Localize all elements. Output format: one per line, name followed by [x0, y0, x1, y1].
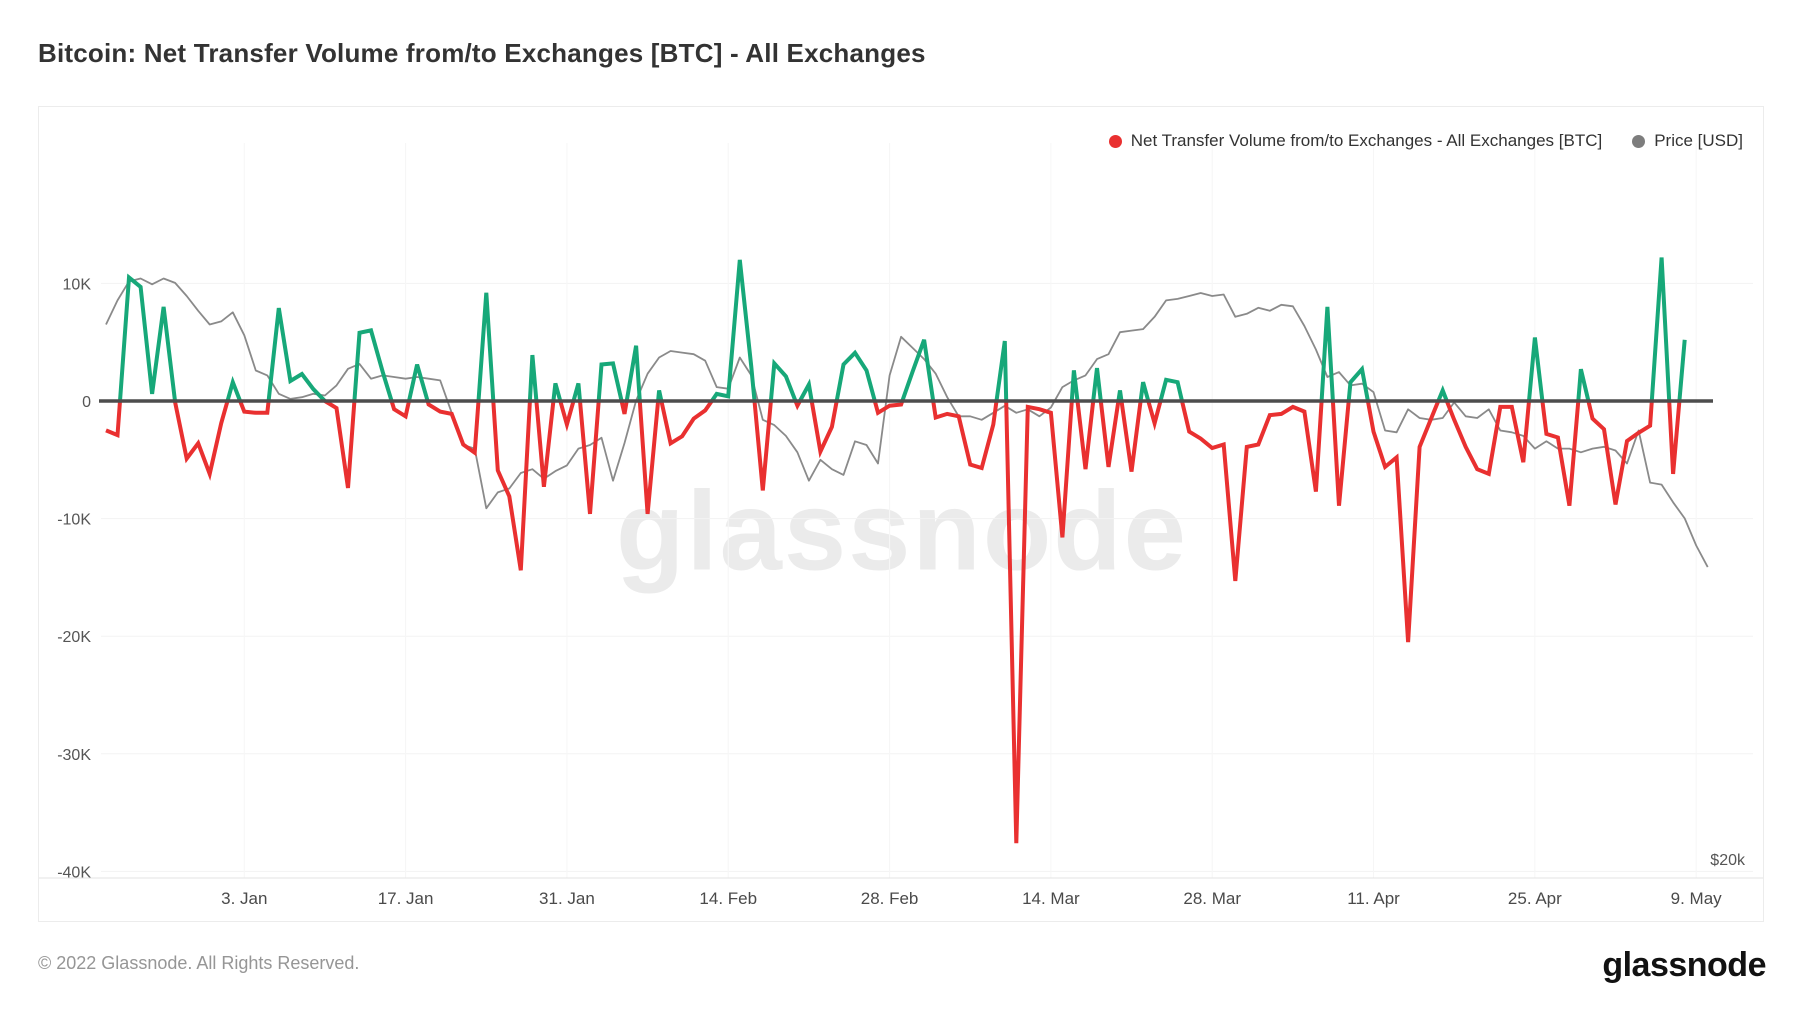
net-volume-line-negative	[1146, 400, 1163, 431]
net-volume-line-negative	[619, 400, 629, 415]
net-volume-line-negative	[1180, 400, 1324, 582]
net-volume-line-positive	[710, 259, 757, 403]
y-axis-tick-label: -30K	[57, 747, 91, 764]
x-axis-tick-label: 31. Jan	[539, 889, 595, 908]
net-volume-line-positive	[624, 345, 642, 402]
right-axis-tick-label: $20k	[1710, 852, 1746, 869]
net-volume-line-negative	[1540, 400, 1581, 507]
net-volume-line-negative	[872, 400, 905, 416]
chart-card: glassnode 10K 0 -10K -20K -30K -40K 3. Jan 17. …	[38, 106, 1764, 922]
x-axis-tick-label: 11. Apr	[1347, 889, 1400, 908]
net-volume-line-positive	[476, 292, 496, 402]
net-volume-line-positive	[527, 354, 539, 402]
net-volume-line-positive	[1649, 257, 1672, 402]
net-volume-line-positive	[596, 361, 624, 402]
net-volume-line-positive	[768, 358, 798, 402]
chart-canvas[interactable]: 10K 0 -10K -20K -30K -40K 3. Jan 17. Jan 31. Jan…	[39, 107, 1763, 921]
y-axis-tick-label: -20K	[57, 629, 91, 646]
legend-item-price[interactable]: Price [USD]	[1632, 131, 1743, 151]
net-volume-line-positive	[571, 382, 582, 402]
net-volume-line-negative	[1330, 400, 1351, 506]
legend-label-net-transfer-volume: Net Transfer Volume from/to Exchanges - …	[1130, 131, 1603, 150]
legend-dot-red-icon	[1108, 134, 1122, 148]
net-volume-line-negative	[105, 400, 122, 438]
net-volume-line-negative	[491, 400, 532, 571]
y-axis-tick-label: 0	[82, 394, 91, 411]
net-volume-line-positive	[266, 307, 327, 403]
net-volume-line-negative	[173, 400, 230, 481]
net-volume-line-negative	[534, 400, 556, 488]
net-volume-line-negative	[1444, 400, 1531, 477]
net-volume-line-positive	[1436, 385, 1449, 402]
net-volume-line-negative	[809, 400, 839, 459]
legend-label-price: Price [USD]	[1654, 131, 1743, 150]
net-volume-line-negative	[425, 400, 481, 457]
net-volume-line-positive	[900, 339, 936, 402]
x-axis-tick-label: 14. Mar	[1022, 889, 1080, 908]
y-axis-tick-label: -40K	[57, 864, 91, 881]
net-volume-line-negative	[389, 400, 411, 420]
net-volume-line-positive	[1091, 367, 1103, 402]
net-volume-line-positive	[407, 363, 430, 402]
net-volume-line-negative	[238, 400, 271, 415]
net-volume-line-positive	[798, 378, 814, 402]
net-volume-line-negative	[1586, 400, 1654, 505]
net-volume-line-positive	[1677, 339, 1687, 402]
glassnode-logo[interactable]: glassnode	[1602, 946, 1766, 984]
net-volume-line-negative	[1667, 400, 1682, 475]
y-axis-tick-label: 10K	[63, 276, 92, 293]
net-volume-line-negative	[1365, 400, 1441, 643]
net-volume-line-negative	[931, 400, 999, 471]
net-volume-line-positive	[1158, 377, 1184, 402]
net-volume-line-positive	[1069, 370, 1080, 402]
net-volume-line-negative	[323, 399, 357, 489]
legend-item-net-transfer-volume[interactable]: Net Transfer Volume from/to Exchanges - …	[1108, 131, 1603, 151]
net-volume-line-positive	[1576, 368, 1591, 402]
net-volume-line-negative	[1098, 400, 1121, 468]
x-axis-tick-label: 3. Jan	[221, 889, 267, 908]
x-axis-tick-label: 9. May	[1671, 889, 1723, 908]
net-volume-line-positive	[1346, 364, 1370, 402]
legend-dot-gray-icon	[1632, 134, 1646, 148]
net-volume-line-positive	[352, 328, 394, 402]
net-volume-line-positive	[118, 273, 177, 402]
x-axis-tick-label: 25. Apr	[1508, 889, 1562, 908]
net-volume-line-negative	[659, 399, 714, 447]
net-volume-line-positive	[1319, 306, 1335, 402]
x-axis-tick-label: 28. Mar	[1183, 889, 1241, 908]
net-volume-line-positive	[994, 340, 1009, 402]
net-volume-line-positive	[1116, 390, 1124, 402]
copyright-text: © 2022 Glassnode. All Rights Reserved.	[38, 953, 360, 973]
net-volume-line-negative	[1119, 400, 1143, 472]
net-volume-line-positive	[551, 382, 563, 402]
page-title: Bitcoin: Net Transfer Volume from/to Exc…	[38, 38, 926, 68]
x-axis-tick-label: 14. Feb	[699, 889, 757, 908]
net-volume-line-positive	[1527, 337, 1545, 402]
net-volume-line-negative	[578, 400, 601, 515]
y-axis-tick-label: -10K	[57, 512, 91, 529]
price-line	[105, 277, 1709, 568]
glassnode-watermark: glassnode	[616, 468, 1188, 594]
x-axis-tick-label: 28. Feb	[861, 889, 919, 908]
net-volume-line-negative	[752, 400, 773, 491]
net-volume-line-negative	[1075, 400, 1096, 470]
net-volume-line-positive	[225, 375, 242, 402]
x-axis-tick-label: 17. Jan	[378, 889, 434, 908]
net-volume-line-positive	[656, 389, 664, 402]
chart-legend: Net Transfer Volume from/to Exchanges - …	[1108, 131, 1743, 151]
net-volume-line-positive	[834, 349, 877, 402]
net-volume-line-negative	[637, 400, 661, 515]
net-volume-line-positive	[1138, 381, 1151, 402]
net-volume-line-negative	[1004, 400, 1074, 844]
net-volume-line-negative	[558, 400, 576, 432]
